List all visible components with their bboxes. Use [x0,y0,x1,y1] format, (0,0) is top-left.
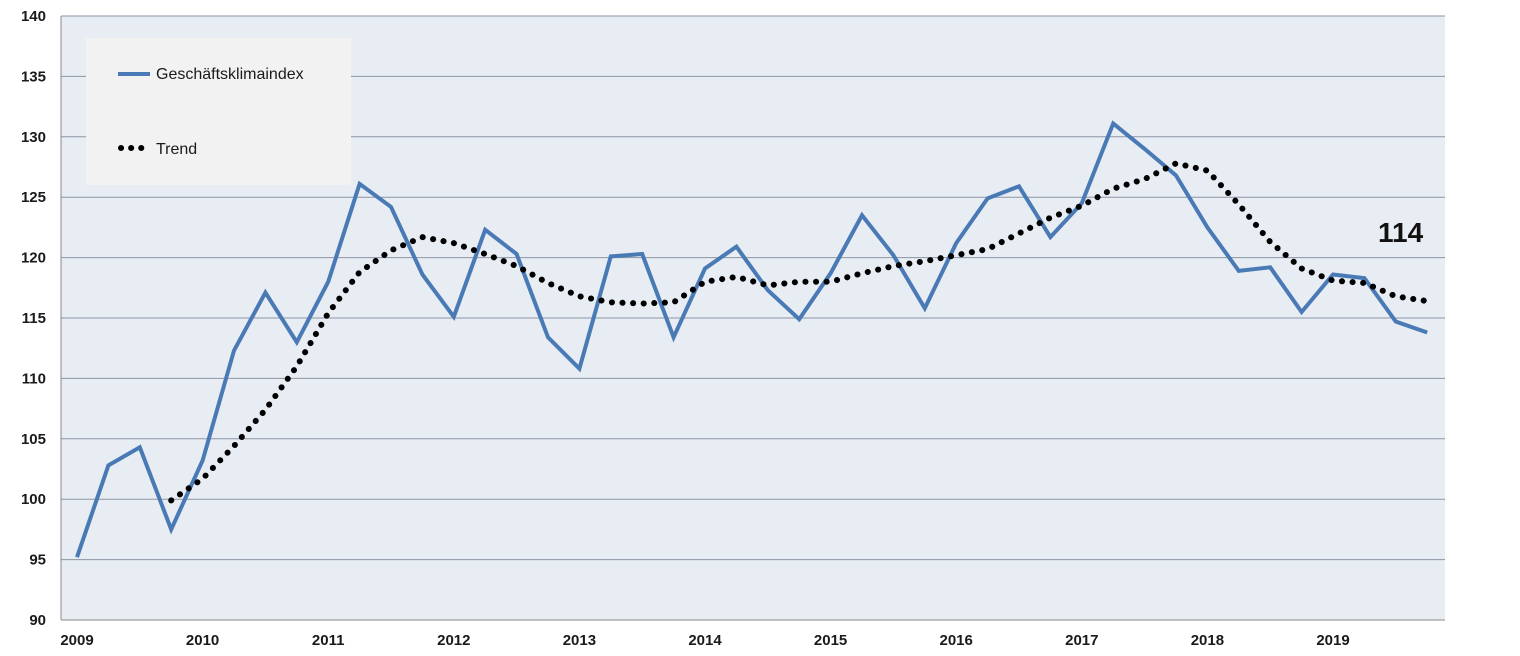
legend: Geschäftsklimaindex Trend [86,38,351,185]
y-tick-label: 105 [21,431,46,448]
legend-label-trend: Trend [156,141,197,158]
x-tick-label: 2010 [186,632,219,649]
x-tick-label: 2016 [940,632,973,649]
y-tick-label: 140 [21,8,46,25]
y-tick-label: 125 [21,189,46,206]
x-axis-ticks: 2009 2010 2011 2012 2013 2014 2015 2016 2017 2018… [60,632,1349,649]
y-tick-label: 100 [21,491,46,508]
x-tick-label: 2009 [60,632,93,649]
x-tick-label: 2013 [563,632,596,649]
latest-value-annotation: 114 [1378,217,1424,248]
y-tick-label: 135 [21,68,46,85]
y-axis-ticks: 90 95 100 105 110 115 120 125 130 135 140 [21,8,46,629]
x-tick-label: 2017 [1065,632,1098,649]
x-tick-label: 2012 [437,632,470,649]
legend-box [86,38,351,185]
y-tick-label: 90 [29,612,46,629]
x-tick-label: 2014 [688,632,722,649]
axes [60,16,1445,621]
y-tick-label: 130 [21,129,46,146]
y-tick-label: 110 [22,370,46,387]
legend-label-geschaeftsklimaindex: Geschäftsklimaindex [156,66,304,83]
y-tick-label: 115 [22,310,46,327]
x-tick-label: 2019 [1316,632,1349,649]
x-tick-label: 2018 [1191,632,1224,649]
y-tick-label: 120 [21,250,46,267]
series-line-geschaeftsklimaindex [75,120,1428,558]
series-lines [75,120,1431,558]
y-tick-label: 95 [29,552,46,569]
x-tick-label: 2015 [814,632,847,649]
x-tick-label: 2011 [312,632,345,649]
